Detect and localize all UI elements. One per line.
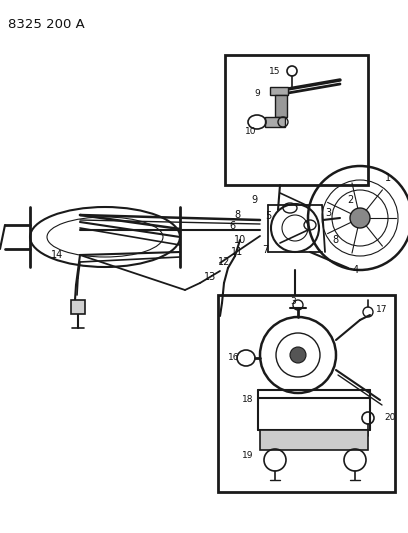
Text: 8: 8 [234,210,240,220]
Text: 4: 4 [353,265,359,275]
Text: 11: 11 [231,247,243,257]
Text: 13: 13 [204,272,216,282]
Text: 15: 15 [269,68,281,77]
Text: 17: 17 [376,305,388,314]
Text: 5: 5 [265,211,271,221]
Text: 3: 3 [325,208,331,218]
Bar [71,300,85,314]
Bar [275,95,287,117]
Text: 7: 7 [262,245,268,255]
Text: 16: 16 [228,353,240,362]
Text: 1: 1 [385,173,391,183]
Text: 9: 9 [251,195,257,205]
Text: 6: 6 [229,221,235,231]
Text: 8: 8 [332,235,338,245]
Text: 20: 20 [384,414,396,423]
Text: 10: 10 [245,127,257,136]
Bar [270,87,288,95]
Text: 8325 200 A: 8325 200 A [8,18,85,31]
Text: 2: 2 [347,195,353,205]
Circle shape [290,347,306,363]
Bar [260,430,368,450]
Text: 19: 19 [242,450,254,459]
Text: 3: 3 [290,297,296,306]
Text: 18: 18 [242,395,254,405]
Circle shape [350,208,370,228]
Text: 9: 9 [254,90,260,99]
Bar [218,295,395,492]
Bar [265,117,285,127]
Bar [225,55,368,185]
Text: 10: 10 [234,235,246,245]
Text: 12: 12 [218,257,230,267]
Text: 14: 14 [51,250,63,260]
